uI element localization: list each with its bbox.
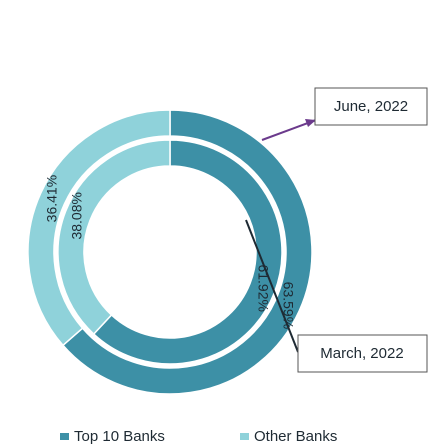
- legend-swatch: [60, 433, 69, 440]
- callout-label: March, 2022: [320, 345, 403, 362]
- callout-arrowhead: [305, 119, 316, 127]
- value-label: 36.41%: [43, 175, 59, 222]
- donut-segment: [61, 109, 313, 395]
- legend-swatch: [240, 433, 249, 440]
- donut-segment: [57, 139, 171, 336]
- callout-box: [297, 334, 428, 373]
- donut-segment: [92, 139, 283, 365]
- legend-label: Other Banks: [254, 428, 337, 445]
- value-label: 63.59%: [281, 282, 297, 329]
- callouts: June, 2022 March, 2022: [245, 87, 428, 373]
- value-label: 61.92%: [255, 264, 271, 311]
- donut-segment: [27, 109, 171, 347]
- legend-label: Top 10 Banks: [74, 428, 165, 445]
- callout-box: [314, 87, 428, 126]
- value-label: 38.08%: [69, 192, 85, 239]
- callout-arrow: [245, 219, 299, 353]
- callout-label: June, 2022: [334, 98, 408, 115]
